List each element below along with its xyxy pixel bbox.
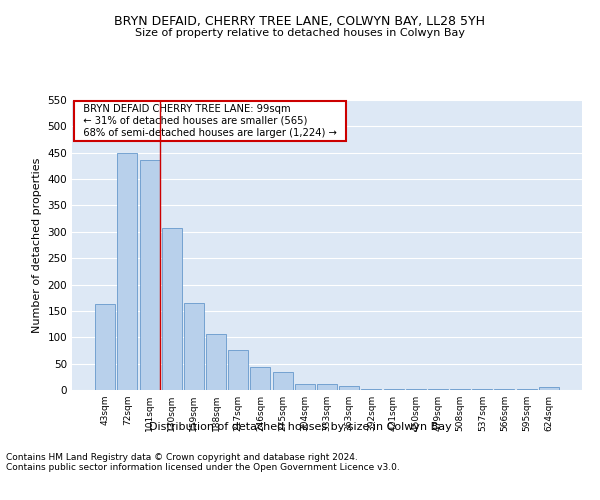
Text: BRYN DEFAID, CHERRY TREE LANE, COLWYN BAY, LL28 5YH: BRYN DEFAID, CHERRY TREE LANE, COLWYN BA…	[115, 15, 485, 28]
Bar	[272, 372, 293, 390]
Bar	[140, 160, 160, 390]
Bar	[206, 334, 226, 390]
Bar	[361, 389, 382, 390]
Bar	[184, 303, 204, 390]
Text: Distribution of detached houses by size in Colwyn Bay: Distribution of detached houses by size …	[149, 422, 451, 432]
Y-axis label: Number of detached properties: Number of detached properties	[32, 158, 42, 332]
Bar	[406, 389, 426, 390]
Bar	[517, 389, 536, 390]
Bar	[450, 389, 470, 390]
Bar	[383, 389, 404, 390]
Bar	[250, 367, 271, 390]
Bar	[95, 304, 115, 390]
Bar	[539, 388, 559, 390]
Text: Contains HM Land Registry data © Crown copyright and database right 2024.: Contains HM Land Registry data © Crown c…	[6, 454, 358, 462]
Text: Size of property relative to detached houses in Colwyn Bay: Size of property relative to detached ho…	[135, 28, 465, 38]
Bar	[494, 389, 514, 390]
Text: BRYN DEFAID CHERRY TREE LANE: 99sqm
  ← 31% of detached houses are smaller (565): BRYN DEFAID CHERRY TREE LANE: 99sqm ← 31…	[77, 104, 343, 138]
Bar	[118, 152, 137, 390]
Text: Contains public sector information licensed under the Open Government Licence v3: Contains public sector information licen…	[6, 464, 400, 472]
Bar	[317, 384, 337, 390]
Bar	[428, 389, 448, 390]
Bar	[472, 389, 492, 390]
Bar	[339, 386, 359, 390]
Bar	[295, 384, 315, 390]
Bar	[162, 228, 182, 390]
Bar	[228, 350, 248, 390]
